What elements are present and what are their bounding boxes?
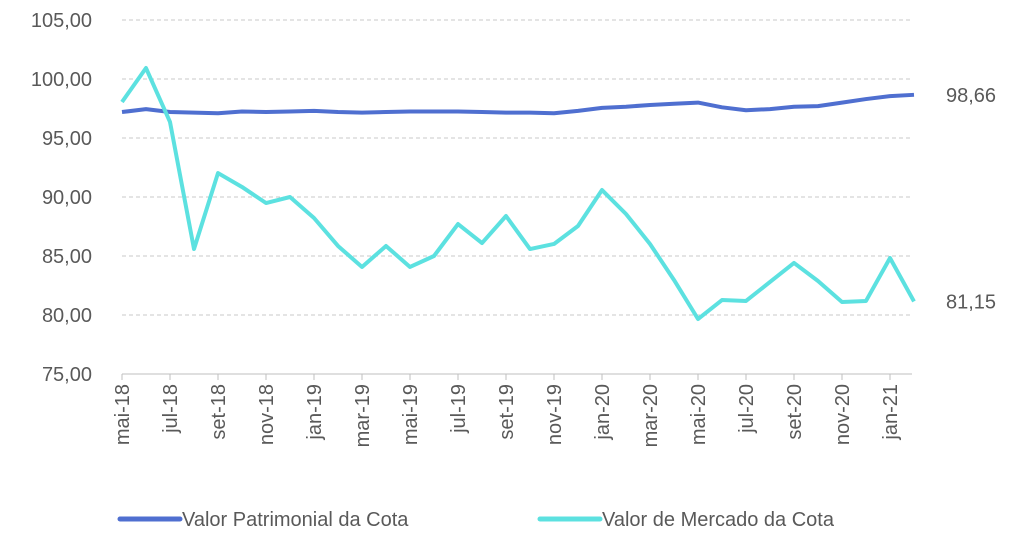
x-tick-label: set-19	[496, 384, 518, 440]
x-tick-label: set-20	[784, 384, 806, 440]
x-tick-label: jul-20	[736, 384, 758, 434]
x-tick-label: nov-18	[256, 384, 278, 445]
y-tick-label: 90,00	[42, 187, 92, 209]
x-tick-label: mai-19	[400, 384, 422, 445]
legend-label: Valor Patrimonial da Cota	[182, 509, 409, 531]
x-tick-label: mai-20	[688, 384, 710, 445]
series-line	[121, 92, 915, 116]
x-tick-label: nov-19	[544, 384, 566, 445]
series-line	[120, 66, 916, 322]
y-tick-label: 105,00	[31, 10, 92, 32]
x-tick-label: nov-20	[832, 384, 854, 445]
x-tick-label: mar-19	[352, 384, 374, 447]
x-tick-label: mai-18	[112, 384, 134, 445]
y-tick-label: 80,00	[42, 305, 92, 327]
y-tick-label: 95,00	[42, 128, 92, 150]
y-tick-label: 100,00	[31, 69, 92, 91]
x-tick-label: jul-18	[160, 384, 182, 434]
value-label: 98,66	[946, 85, 996, 107]
x-tick-label: jan-21	[880, 384, 902, 441]
x-tick-label: jan-19	[304, 384, 326, 441]
legend-label: Valor de Mercado da Cota	[602, 509, 835, 531]
value-label: 81,15	[946, 291, 996, 313]
x-tick-label: set-18	[208, 384, 230, 440]
y-tick-label: 85,00	[42, 246, 92, 268]
x-tick-label: jul-19	[448, 384, 470, 434]
x-tick-label: jan-20	[592, 384, 614, 441]
x-tick-label: mar-20	[640, 384, 662, 447]
y-tick-label: 75,00	[42, 364, 92, 386]
